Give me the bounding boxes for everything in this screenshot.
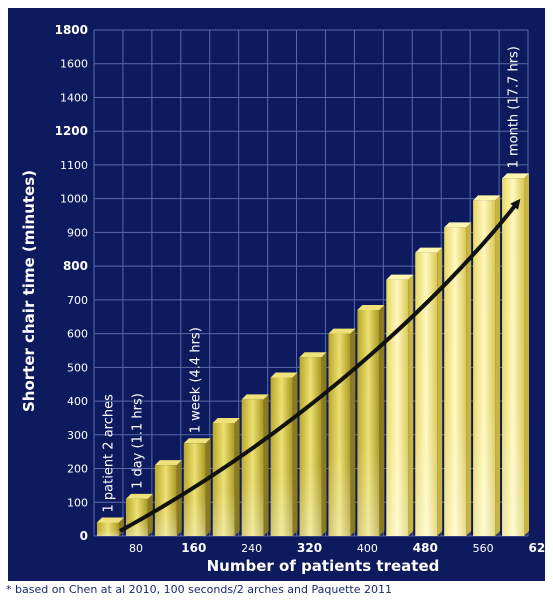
x-tick-label: 480 (413, 541, 438, 555)
bar-top (444, 222, 472, 228)
bar-top (299, 352, 327, 358)
bar-side (263, 394, 269, 536)
bar-top (183, 438, 211, 444)
y-tick-label: 900 (67, 226, 88, 239)
annotations: 1 patient 2 arches 1 day (1.1 hrs) 1 week … (101, 46, 521, 512)
bar-side (321, 352, 327, 536)
bar-side (524, 173, 529, 536)
x-tick-label: 400 (357, 542, 378, 555)
bar-side (408, 274, 414, 536)
y-tick-label: 100 (67, 496, 88, 509)
y-tick-label: 1200 (55, 124, 88, 138)
bar (444, 222, 472, 536)
bar (183, 438, 211, 536)
bar-side (234, 417, 240, 536)
bar-shine (154, 465, 177, 536)
bar-shine (357, 309, 380, 536)
bar (241, 394, 269, 536)
bar-top (125, 493, 153, 499)
x-tick-label: 80 (129, 542, 143, 555)
bar (415, 247, 443, 536)
bar (299, 352, 327, 536)
bar-shine (270, 377, 293, 536)
y-tick-label: 600 (67, 328, 88, 341)
annotation-label: 1 patient 2 arches (101, 394, 116, 513)
bar-shine (212, 422, 235, 536)
y-tick-label: 1100 (60, 159, 88, 172)
x-axis-ticks: 80160240320400480560620700 (129, 541, 545, 555)
chart-panel: 0 100 200 300 400 500 600 700 800 900 1000 1100 1200… (8, 8, 545, 581)
annotation-label: 1 month (17.7 hrs) (507, 46, 522, 168)
bar-top (415, 247, 443, 253)
bar-top (212, 417, 240, 423)
annotation-label: 1 day (1.1 hrs) (130, 393, 145, 489)
bar (473, 195, 501, 536)
trend-arrow (119, 198, 521, 533)
y-tick-label: 300 (67, 429, 88, 442)
bar-shine (299, 357, 322, 536)
bar-shine (502, 178, 524, 536)
bar (386, 274, 414, 536)
bar-top (154, 460, 182, 466)
bar-shine (415, 252, 438, 536)
footnote: * based on Chen at al 2010, 100 seconds/… (6, 583, 392, 596)
x-tick-label: 620 (528, 541, 545, 555)
y-tick-label: 1400 (60, 91, 88, 104)
bar-top (502, 173, 529, 179)
bar-top (270, 372, 298, 378)
x-tick-label: 320 (297, 541, 322, 555)
bar (270, 372, 298, 536)
x-axis-label: Number of patients treated (207, 557, 440, 575)
bar-side (466, 222, 472, 536)
x-tick-label: 240 (241, 542, 262, 555)
bar (212, 417, 240, 536)
bar (97, 517, 124, 536)
bar-shine (328, 333, 351, 536)
y-tick-label: 1600 (60, 58, 88, 71)
y-axis-label: Shorter chair time (minutes) (20, 170, 38, 412)
bar-chart: 0 100 200 300 400 500 600 700 800 900 1000 1100 1200… (8, 8, 545, 581)
bar-shine (444, 227, 467, 536)
bar-side (350, 328, 356, 536)
y-tick-label: 0 (80, 529, 88, 543)
bar-top (386, 274, 414, 280)
bar-side (379, 304, 385, 536)
bar-side (495, 195, 501, 536)
x-tick-label: 560 (473, 542, 494, 555)
bar (357, 304, 385, 536)
y-tick-label: 200 (67, 463, 88, 476)
bar-shine (473, 200, 496, 536)
bar (328, 328, 356, 536)
bar-side (437, 247, 443, 536)
bar-top (473, 195, 501, 201)
bar-top (357, 304, 385, 310)
bar-shine (241, 399, 264, 536)
annotation-label: 1 week (4.4 hrs) (188, 327, 203, 433)
bar-shine (97, 522, 119, 536)
y-tick-label: 1800 (55, 23, 88, 37)
bar (502, 173, 529, 536)
y-tick-label: 500 (67, 361, 88, 374)
bar (154, 460, 182, 536)
y-tick-label: 400 (67, 395, 88, 408)
y-tick-label: 1000 (60, 193, 88, 206)
y-tick-label: 700 (67, 294, 88, 307)
x-tick-label: 160 (181, 541, 206, 555)
y-axis-ticks: 0 100 200 300 400 500 600 700 800 900 1000 1100 1200… (55, 23, 88, 543)
y-tick-label: 800 (63, 259, 88, 273)
bar-top (97, 517, 124, 523)
bar-top (328, 328, 356, 334)
bar-top (241, 394, 269, 400)
bar-shine (183, 443, 206, 536)
bar-side (292, 372, 298, 536)
bar-side (205, 438, 211, 536)
bar-shine (386, 279, 409, 536)
